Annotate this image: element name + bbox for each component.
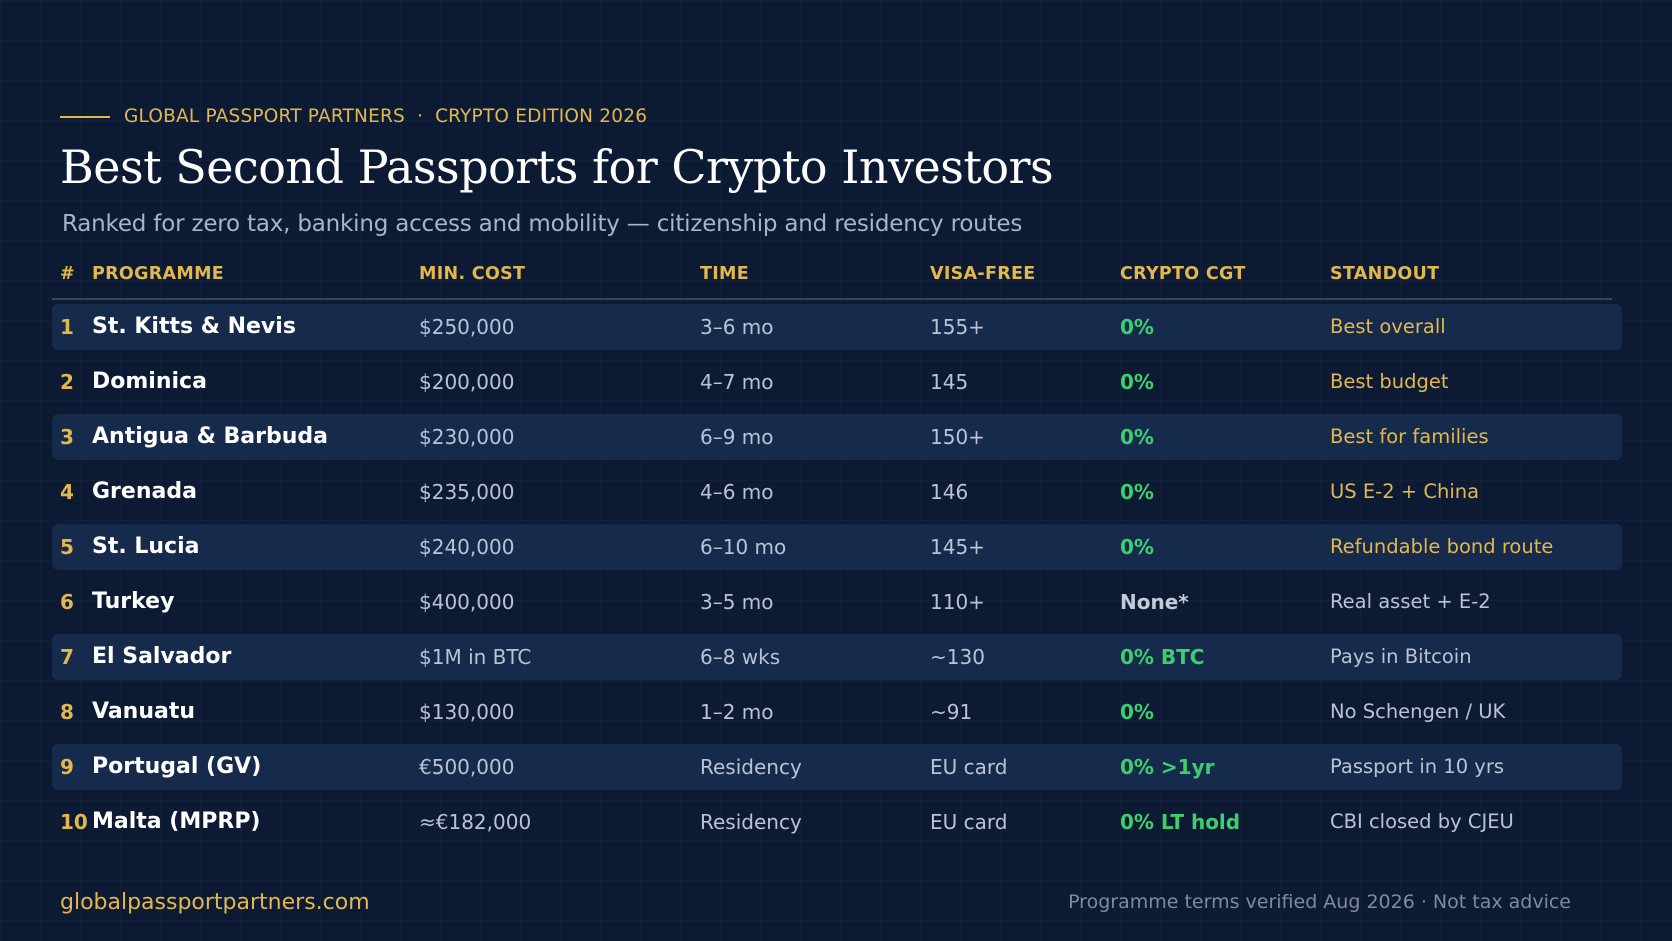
row-time: 6–8 wks	[700, 645, 781, 669]
table-row: 1 St. Kitts & Nevis $250,000 3–6 mo 155+ 0% Be…	[52, 304, 1622, 350]
table-header: # PROGRAMME MIN. COST TIME VISA-FREE CRY…	[52, 264, 1612, 300]
row-cost: $230,000	[419, 425, 515, 449]
row-time: Residency	[700, 755, 802, 779]
row-crypto-cgt: 0%	[1120, 370, 1154, 394]
row-programme: Malta (MPRP)	[92, 809, 261, 834]
row-crypto-cgt: 0% BTC	[1120, 645, 1205, 669]
row-standout: Best for families	[1330, 425, 1489, 448]
row-rank: 6	[60, 590, 74, 614]
row-programme: Antigua & Barbuda	[92, 424, 328, 449]
header-rank: #	[60, 264, 75, 284]
table-row: 9 Portugal (GV) €500,000 Residency EU card 0%…	[52, 744, 1622, 790]
row-cost: $250,000	[419, 315, 515, 339]
row-rank: 2	[60, 370, 74, 394]
row-standout: Pays in Bitcoin	[1330, 645, 1472, 668]
row-time: 1–2 mo	[700, 700, 774, 724]
header-standout: STANDOUT	[1330, 264, 1440, 284]
row-cost: $200,000	[419, 370, 515, 394]
header-visa-free: VISA-FREE	[930, 264, 1036, 284]
row-crypto-cgt: None*	[1120, 590, 1189, 614]
row-rank: 5	[60, 535, 74, 559]
page-title: Best Second Passports for Crypto Investo…	[60, 140, 1054, 194]
table-row: 6 Turkey $400,000 3–5 mo 110+ None* Real asset…	[52, 579, 1622, 625]
row-standout: Real asset + E-2	[1330, 590, 1491, 613]
table-row: 10 Malta (MPRP) ≈€182,000 Residency EU card 0…	[52, 799, 1622, 845]
page-subtitle: Ranked for zero tax, banking access and …	[62, 211, 1023, 237]
row-visa-free: EU card	[930, 810, 1008, 834]
row-crypto-cgt: 0% >1yr	[1120, 755, 1215, 779]
row-rank: 4	[60, 480, 74, 504]
row-standout: CBI closed by CJEU	[1330, 810, 1514, 833]
row-cost: $235,000	[419, 480, 515, 504]
row-programme: Grenada	[92, 479, 197, 504]
row-programme: El Salvador	[92, 644, 232, 669]
row-visa-free: 145+	[930, 535, 985, 559]
row-visa-free: 110+	[930, 590, 985, 614]
row-visa-free: EU card	[930, 755, 1008, 779]
eyebrow: GLOBAL PASSPORT PARTNERS · CRYPTO EDITIO…	[60, 106, 647, 127]
header-cost: MIN. COST	[419, 264, 526, 284]
row-standout: No Schengen / UK	[1330, 700, 1506, 723]
row-programme: Turkey	[92, 589, 175, 614]
row-rank: 7	[60, 645, 74, 669]
row-programme: Dominica	[92, 369, 207, 394]
row-time: 3–5 mo	[700, 590, 774, 614]
row-rank: 9	[60, 755, 74, 779]
row-visa-free: ~130	[930, 645, 985, 669]
table-row: 5 St. Lucia $240,000 6–10 mo 145+ 0% Refundabl…	[52, 524, 1622, 570]
row-rank: 10	[60, 810, 88, 834]
row-crypto-cgt: 0%	[1120, 315, 1154, 339]
row-crypto-cgt: 0%	[1120, 700, 1154, 724]
row-cost: $400,000	[419, 590, 515, 614]
row-crypto-cgt: 0%	[1120, 535, 1154, 559]
row-programme: St. Kitts & Nevis	[92, 314, 296, 339]
row-standout: Best budget	[1330, 370, 1449, 393]
row-cost: ≈€182,000	[419, 810, 532, 834]
table-body: 1 St. Kitts & Nevis $250,000 3–6 mo 155+ 0% Be…	[52, 304, 1622, 854]
row-visa-free: 146	[930, 480, 969, 504]
row-crypto-cgt: 0%	[1120, 480, 1154, 504]
row-time: 4–6 mo	[700, 480, 774, 504]
row-rank: 3	[60, 425, 74, 449]
eyebrow-rule	[60, 115, 110, 118]
header-time: TIME	[700, 264, 750, 284]
website-link[interactable]: globalpassportpartners.com	[60, 890, 370, 915]
row-standout: Refundable bond route	[1330, 535, 1554, 558]
row-cost: $1M in BTC	[419, 645, 532, 669]
row-visa-free: ~91	[930, 700, 973, 724]
eyebrow-separator: ·	[416, 106, 424, 127]
row-time: Residency	[700, 810, 802, 834]
table-row: 2 Dominica $200,000 4–7 mo 145 0% Best budget	[52, 359, 1622, 405]
row-cost: €500,000	[419, 755, 515, 779]
row-standout: Passport in 10 yrs	[1330, 755, 1505, 778]
row-visa-free: 145	[930, 370, 969, 394]
row-visa-free: 155+	[930, 315, 985, 339]
footer-note: Programme terms verified Aug 2026 · Not …	[1068, 891, 1571, 913]
row-time: 4–7 mo	[700, 370, 774, 394]
row-programme: Portugal (GV)	[92, 754, 262, 779]
row-cost: $130,000	[419, 700, 515, 724]
row-rank: 1	[60, 315, 74, 339]
row-rank: 8	[60, 700, 74, 724]
header-crypto-cgt: CRYPTO CGT	[1120, 264, 1246, 284]
table-row: 7 El Salvador $1M in BTC 6–8 wks ~130 0% BTC P…	[52, 634, 1622, 680]
row-time: 6–9 mo	[700, 425, 774, 449]
row-programme: St. Lucia	[92, 534, 200, 559]
row-cost: $240,000	[419, 535, 515, 559]
row-time: 6–10 mo	[700, 535, 787, 559]
table-row: 4 Grenada $235,000 4–6 mo 146 0% US E-2 + Chin…	[52, 469, 1622, 515]
table-row: 8 Vanuatu $130,000 1–2 mo ~91 0% No Schengen /…	[52, 689, 1622, 735]
row-standout: US E-2 + China	[1330, 480, 1480, 503]
edition-label: CRYPTO EDITION 2026	[435, 106, 648, 127]
header-programme: PROGRAMME	[92, 264, 225, 284]
table-row: 3 Antigua & Barbuda $230,000 6–9 mo 150+ 0% Be…	[52, 414, 1622, 460]
row-standout: Best overall	[1330, 315, 1446, 338]
row-visa-free: 150+	[930, 425, 985, 449]
row-programme: Vanuatu	[92, 699, 196, 724]
row-crypto-cgt: 0% LT hold	[1120, 810, 1241, 834]
brand-name: GLOBAL PASSPORT PARTNERS	[124, 106, 405, 127]
row-time: 3–6 mo	[700, 315, 774, 339]
row-crypto-cgt: 0%	[1120, 425, 1154, 449]
